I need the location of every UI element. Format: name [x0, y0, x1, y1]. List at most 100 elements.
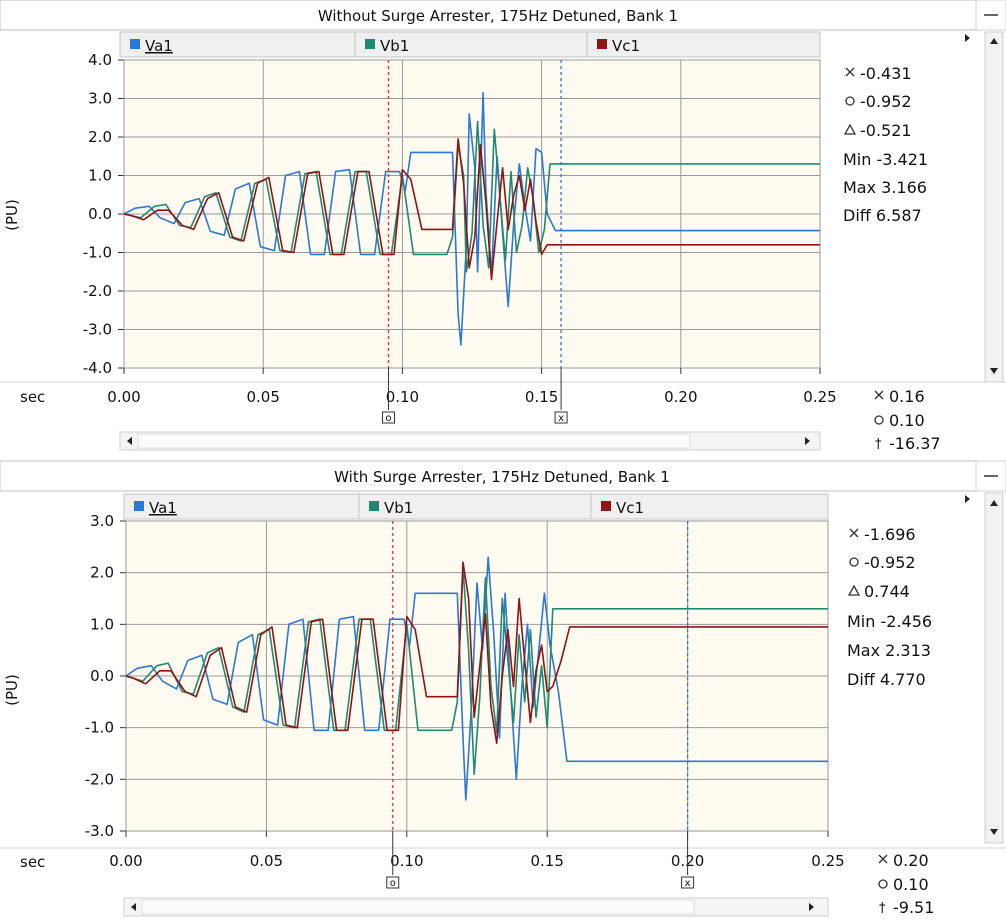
scroll-thumb[interactable] — [141, 899, 695, 915]
cursor-delta-value: -16.37 — [889, 434, 941, 453]
cursor-x-value: 0.16 — [889, 387, 925, 406]
readout-diff: Diff 4.770 — [847, 670, 926, 689]
readout-tri: 0.744 — [864, 582, 910, 601]
scroll-thumb[interactable] — [137, 433, 691, 449]
triangle-icon — [843, 123, 857, 135]
x-tick-label: 0.15 — [530, 852, 563, 870]
x-tick-label: 0.05 — [250, 852, 283, 870]
cursor-handle[interactable]: o — [381, 411, 395, 424]
scroll-down-icon[interactable] — [990, 829, 998, 835]
cursor-handle[interactable]: o — [386, 876, 400, 889]
x-tick-label: 0.10 — [390, 852, 423, 870]
chevron-right-icon[interactable] — [965, 34, 970, 42]
y-tick-label: -2.0 — [85, 770, 114, 788]
cross-icon — [849, 528, 859, 538]
plot-area[interactable]: 3.0 2.0 1.0 0.0 -1.0 -2.0 -3.0 — [85, 512, 829, 840]
x-tick-label: 0.20 — [664, 388, 697, 406]
legend-swatch — [134, 501, 144, 511]
y-tick-label: 0.0 — [88, 205, 112, 223]
scroll-right-icon[interactable] — [809, 903, 814, 911]
series-line-vc1 — [123, 138, 820, 281]
circle-icon — [878, 879, 888, 889]
readout-o: -0.952 — [860, 92, 912, 111]
x-tick-label: 0.00 — [109, 852, 142, 870]
readouts: -1.696 -0.952 0.744 Min -2.456 Max 2.313… — [847, 525, 932, 689]
y-tick-label: -3.0 — [85, 822, 114, 840]
readout-tri: -0.521 — [860, 121, 912, 140]
cursor-marker-icon: x — [558, 413, 564, 424]
panel-title: With Surge Arrester, 175Hz Detuned, Bank… — [334, 468, 670, 486]
legend-swatch — [597, 39, 607, 49]
cursor-handle-box — [381, 411, 395, 424]
legend-item-vb1[interactable]: Vb1 — [369, 499, 413, 517]
scroll-left-icon[interactable] — [131, 903, 136, 911]
y-tick-label: 1.0 — [90, 615, 114, 633]
x-tick-label: 0.25 — [803, 388, 836, 406]
cursor-o-value: 0.10 — [889, 411, 925, 430]
scroll-left-icon[interactable] — [127, 437, 132, 445]
x-axis: 0.00 0.05 0.10 0.15 0.20 0.25o x — [107, 368, 837, 424]
circle-icon — [845, 96, 855, 106]
cross-icon — [874, 390, 884, 400]
chevron-right-icon[interactable] — [965, 495, 970, 503]
readout-min: Min -3.421 — [843, 150, 928, 169]
legend-item-vb1[interactable]: Vb1 — [365, 37, 409, 55]
cursor-marker-icon: o — [385, 413, 391, 424]
vertical-scrollbar[interactable] — [984, 31, 1004, 383]
plot-area[interactable]: 4.0 3.0 2.0 1.0 0.0 -1.0 -2.0 -3.0 -4.0 — [83, 51, 821, 377]
horizontal-scrollbar[interactable] — [119, 431, 821, 451]
cursor-marker-icon: x — [685, 878, 691, 889]
legend-item-vc1[interactable]: Vc1 — [601, 499, 644, 517]
x-tick-label: 0.10 — [386, 388, 419, 406]
scroll-down-icon[interactable] — [990, 368, 998, 374]
readout-x: -0.431 — [860, 64, 912, 83]
circle-icon — [874, 415, 884, 425]
scroll-up-icon[interactable] — [990, 500, 998, 506]
cursor-handle[interactable]: x — [681, 876, 695, 889]
y-tick-label: 3.0 — [90, 512, 114, 530]
legend-swatch — [601, 501, 611, 511]
x-unit-label: sec — [20, 388, 45, 406]
vertical-scrollbar[interactable] — [984, 492, 1004, 844]
y-tick-label: -1.0 — [85, 719, 114, 737]
legend: Va1 Vb1 Vc1 — [119, 31, 821, 58]
circle-icon — [849, 557, 859, 567]
readout-max: Max 3.166 — [843, 178, 927, 197]
y-tick-label: 3.0 — [88, 90, 112, 108]
horizontal-scrollbar[interactable] — [123, 897, 829, 917]
legend-swatch — [130, 39, 140, 49]
readout-max: Max 2.313 — [847, 641, 931, 660]
scroll-right-icon[interactable] — [805, 437, 810, 445]
cursor-readouts: 0.16 0.10 † -16.37 — [874, 387, 941, 453]
legend-item-va1[interactable]: Va1 — [134, 499, 177, 517]
legend-swatch — [365, 39, 375, 49]
panel-top: Without Surge Arrester, 175Hz Detuned, B… — [0, 0, 1006, 453]
scroll-up-icon[interactable] — [990, 38, 998, 44]
legend-label: Vc1 — [616, 499, 644, 517]
triangle-icon — [847, 584, 861, 596]
legend-item-va1[interactable]: Va1 — [130, 37, 173, 55]
cursor-handle-box — [386, 876, 400, 889]
legend-label: Vb1 — [380, 37, 409, 55]
series-line-vc1 — [125, 561, 828, 745]
cursor-delta-value: -9.51 — [893, 898, 934, 917]
cursor-handle-box — [681, 876, 695, 889]
legend-label: Vc1 — [612, 37, 640, 55]
x-tick-label: 0.15 — [525, 388, 558, 406]
legend-item-vc1[interactable]: Vc1 — [597, 37, 640, 55]
legend-label: Va1 — [145, 37, 173, 55]
y-tick-label: 4.0 — [88, 51, 112, 69]
y-tick-label: 2.0 — [90, 564, 114, 582]
y-tick-label: -3.0 — [83, 321, 112, 339]
y-tick-label: -1.0 — [83, 244, 112, 262]
cursor-handle[interactable]: x — [554, 411, 568, 424]
y-tick-label: 0.0 — [90, 667, 114, 685]
x-axis: 0.00 0.05 0.10 0.15 0.20 0.25o x — [109, 831, 845, 889]
readouts: -0.431 -0.952 -0.521 Min -3.421 Max 3.16… — [843, 64, 928, 225]
panel-bottom: With Surge Arrester, 175Hz Detuned, Bank… — [0, 460, 1006, 917]
readout-x: -1.696 — [864, 525, 916, 544]
cursor-readouts: 0.20 0.10 † -9.51 — [878, 851, 934, 917]
legend: Va1 Vb1 Vc1 — [123, 493, 829, 520]
y-tick-label: 1.0 — [88, 167, 112, 185]
